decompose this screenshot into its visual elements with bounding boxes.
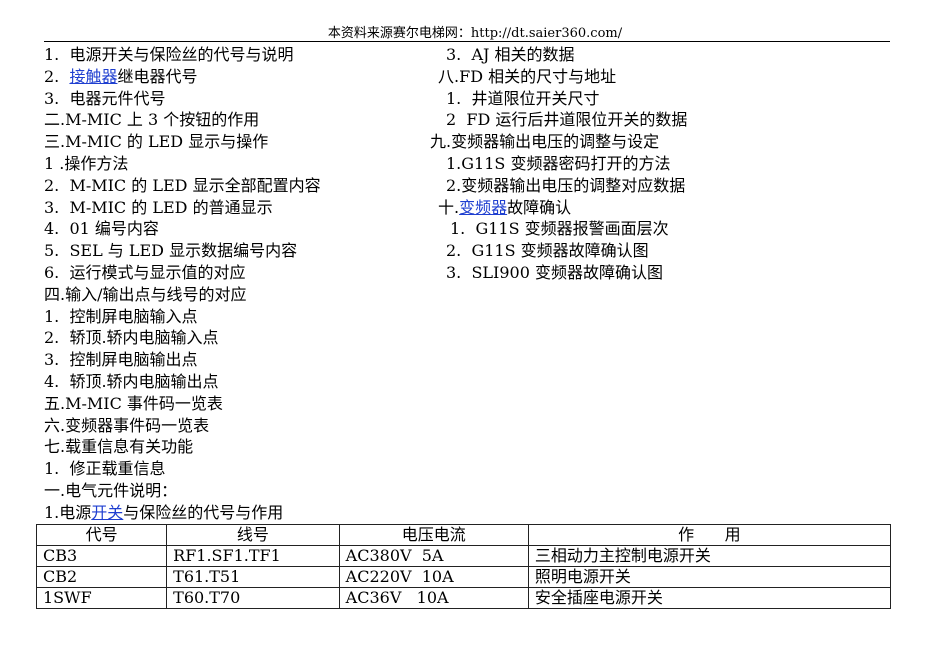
line-text: 2. G11S 变频器故障确认图 <box>446 241 649 261</box>
toc-line: 1. 井道限位开关尺寸 <box>446 89 599 109</box>
line-text: 4. 轿顶.轿内电脑输出点 <box>44 372 219 391</box>
line-text: 2.变频器输出电压的调整对应数据 <box>446 175 686 195</box>
line-text: 2. 轿顶.轿内电脑输入点 <box>44 328 219 348</box>
hyperlink[interactable]: 变频器 <box>459 197 508 217</box>
table-header-row: 代号 线号 电压电流作 用 <box>35 524 892 546</box>
line-text: 1 .操作方法 <box>44 154 129 173</box>
page-header: 本资料来源赛尔电梯网：http://dt.saier360.com/ <box>327 26 623 41</box>
line-text: 九.变频器输出电压的调整与设定 <box>430 132 660 152</box>
toc-line: 八.FD 相关的尺寸与地址 <box>438 67 616 87</box>
toc-line: 2.变频器输出电压的调整对应数据 <box>446 176 685 196</box>
table-row: CB2 T61.T51 AC220V 10A 照明电源开关 <box>35 566 892 588</box>
table-cell: 1SWF <box>35 587 168 609</box>
toc-line: 1. 控制屏电脑输入点 <box>44 307 197 327</box>
line-text: 3. AJ 相关的数据 <box>446 45 575 64</box>
toc-line: 2. M-MIC 的 LED 显示全部配置内容 <box>44 176 321 196</box>
toc-line: 3. M-MIC 的 LED 的普通显示 <box>44 198 273 218</box>
toc-line: 4. 轿顶.轿内电脑输出点 <box>44 372 219 392</box>
column-header: 作 用 <box>527 524 892 546</box>
column-header: 线号 <box>166 524 340 546</box>
toc-line: 6. 运行模式与显示值的对应 <box>44 263 245 283</box>
table-cell: AC380V 5A <box>338 545 529 567</box>
line-text: 3. 控制屏电脑输出点 <box>44 350 198 370</box>
line-text: 1. 修正载重信息 <box>44 459 166 479</box>
line-text: 十. <box>438 197 460 217</box>
toc-line: 三.M-MIC 的 LED 显示与操作 <box>44 132 268 152</box>
toc-line: 七.载重信息有关功能 <box>44 437 193 457</box>
line-text: 1. 井道限位开关尺寸 <box>446 88 600 108</box>
line-text: 1. 控制屏电脑输入点 <box>44 306 198 326</box>
table-row: CB3 RF1.SF1.TF1 AC380V 5A 三相动力主控制电源开关 <box>35 545 892 567</box>
line-text: 2 FD 运行后井道限位开关的数据 <box>446 110 688 130</box>
line-text: 八.FD 相关的尺寸与地址 <box>438 66 617 86</box>
line-text: 四.输入/输出点与线号的对应 <box>44 284 247 304</box>
toc-line: 1 .操作方法 <box>44 154 128 174</box>
line-text: 二.M-MIC 上 3 个按钮的作用 <box>44 110 260 130</box>
line-text: 七.载重信息有关功能 <box>44 437 194 457</box>
toc-line: 3. AJ 相关的数据 <box>446 45 575 65</box>
toc-line: 1. 修正载重信息 <box>44 459 165 479</box>
header-rule <box>44 41 890 42</box>
toc-line: 5. SEL 与 LED 显示数据编号内容 <box>44 241 297 261</box>
toc-line: 五.M-MIC 事件码一览表 <box>44 394 223 414</box>
toc-line: 四.输入/输出点与线号的对应 <box>44 285 246 305</box>
table-cell: AC220V 10A <box>338 566 529 588</box>
line-text: 3. M-MIC 的 LED 的普通显示 <box>44 197 273 217</box>
toc-line: 3. 电器元件代号 <box>44 89 165 109</box>
line-text: 六.变频器事件码一览表 <box>44 415 210 435</box>
toc-line: 2. 接触器继电器代号 <box>44 67 197 87</box>
line-text: 与保险丝的代号与作用 <box>123 502 284 522</box>
table-cell: 照明电源开关 <box>527 566 892 588</box>
hyperlink[interactable]: 开关 <box>91 502 124 522</box>
line-text: 1.电源 <box>44 502 92 522</box>
toc-line: 十.变频器故障确认 <box>438 198 571 218</box>
line-text: 5. SEL 与 LED 显示数据编号内容 <box>44 241 298 261</box>
toc-line: 4. 01 编号内容 <box>44 219 159 239</box>
table-cell: T60.T70 <box>166 587 340 609</box>
line-text: 3. SLI900 变频器故障确认图 <box>446 263 663 282</box>
toc-line: 二.M-MIC 上 3 个按钮的作用 <box>44 110 259 130</box>
line-text: 1. 电源开关与保险丝的代号与说明 <box>44 45 294 64</box>
toc-line: 2. G11S 变频器故障确认图 <box>446 241 649 261</box>
toc-line: 六.变频器事件码一览表 <box>44 416 209 436</box>
toc-line: 2 FD 运行后井道限位开关的数据 <box>446 110 687 130</box>
toc-line: 一.电气元件说明： <box>44 481 177 501</box>
table-cell: CB3 <box>35 545 168 567</box>
table-cell: 三相动力主控制电源开关 <box>527 545 892 567</box>
line-text: 故障确认 <box>507 197 572 217</box>
hyperlink[interactable]: 接触器 <box>69 66 118 86</box>
column-header: 电压电流 <box>338 524 529 546</box>
column-header: 代号 <box>35 524 168 546</box>
fuse-switch-table: 代号 线号 电压电流作 用 CB3 RF1.SF1.TF1 AC380V 5A 三相动力主… <box>35 524 892 609</box>
line-text: 五.M-MIC 事件码一览表 <box>44 393 223 413</box>
table-cell: RF1.SF1.TF1 <box>166 545 340 567</box>
line-text: 2. M-MIC 的 LED 显示全部配置内容 <box>44 175 321 195</box>
toc-line: 1. G11S 变频器报警画面层次 <box>450 219 669 239</box>
table-cell: CB2 <box>35 566 168 588</box>
toc-line: 3. SLI900 变频器故障确认图 <box>446 263 663 283</box>
line-text: 一.电气元件说明： <box>44 481 178 500</box>
table-cell: 安全插座电源开关 <box>527 587 892 609</box>
toc-line: 2. 轿顶.轿内电脑输入点 <box>44 328 219 348</box>
toc-line: 1.G11S 变频器密码打开的方法 <box>446 154 670 174</box>
line-text: 2. <box>44 66 70 86</box>
toc-line: 九.变频器输出电压的调整与设定 <box>430 132 659 152</box>
line-text: 1. G11S 变频器报警画面层次 <box>450 219 669 239</box>
table-cell: T61.T51 <box>166 566 340 588</box>
line-text: 三.M-MIC 的 LED 显示与操作 <box>44 132 269 152</box>
line-text: 6. 运行模式与显示值的对应 <box>44 263 246 282</box>
toc-line: 1.电源开关与保险丝的代号与作用 <box>44 503 283 523</box>
table-row: 1SWF T60.T70 AC36V 10A 安全插座电源开关 <box>35 587 892 609</box>
table-cell: AC36V 10A <box>338 587 529 609</box>
toc-line: 3. 控制屏电脑输出点 <box>44 350 197 370</box>
line-text: 1.G11S 变频器密码打开的方法 <box>446 154 671 173</box>
line-text: 继电器代号 <box>117 66 198 86</box>
line-text: 3. 电器元件代号 <box>44 88 166 108</box>
toc-line: 1. 电源开关与保险丝的代号与说明 <box>44 45 293 65</box>
line-text: 4. 01 编号内容 <box>44 219 159 239</box>
